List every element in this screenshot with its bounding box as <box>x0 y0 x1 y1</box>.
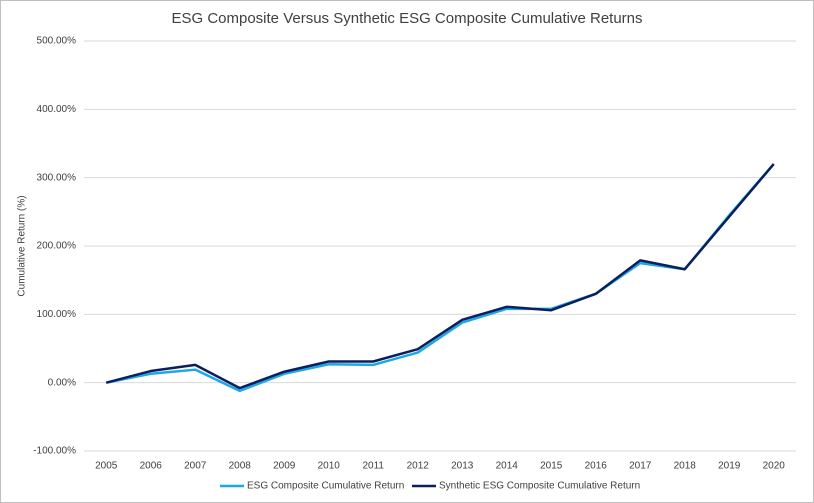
x-tick-label: 2008 <box>229 461 252 472</box>
chart-title: ESG Composite Versus Synthetic ESG Compo… <box>171 10 642 27</box>
x-tick-label: 2010 <box>318 461 341 472</box>
y-axis-label: Cumulative Return (%) <box>17 195 28 296</box>
x-tick-label: 2020 <box>763 461 786 472</box>
x-tick-label: 2015 <box>540 461 563 472</box>
y-tick-label: 200.00% <box>37 241 77 252</box>
series-line <box>106 163 775 393</box>
x-tick-label: 2016 <box>585 461 608 472</box>
y-tick-label: 0.00% <box>48 377 76 388</box>
y-tick-label: 400.00% <box>37 104 77 115</box>
legend-label: ESG Composite Cumulative Return <box>247 481 404 492</box>
y-tick-label: 100.00% <box>37 309 77 320</box>
series-line <box>105 163 775 390</box>
x-tick-label: 2007 <box>184 461 207 472</box>
x-tick-label: 2019 <box>718 461 741 472</box>
legend-label: Synthetic ESG Composite Cumulative Retur… <box>439 481 640 492</box>
y-tick-label: -100.00% <box>33 446 76 457</box>
y-tick-label: 500.00% <box>37 36 77 47</box>
x-tick-label: 2013 <box>451 461 474 472</box>
y-tick-label: 300.00% <box>37 172 77 183</box>
x-tick-label: 2014 <box>496 461 519 472</box>
x-tick-label: 2012 <box>407 461 430 472</box>
x-tick-label: 2017 <box>629 461 652 472</box>
x-tick-label: 2018 <box>674 461 697 472</box>
x-tick-label: 2011 <box>362 461 384 472</box>
x-tick-label: 2009 <box>273 461 296 472</box>
x-tick-label: 2006 <box>140 461 163 472</box>
x-tick-label: 2005 <box>95 461 118 472</box>
